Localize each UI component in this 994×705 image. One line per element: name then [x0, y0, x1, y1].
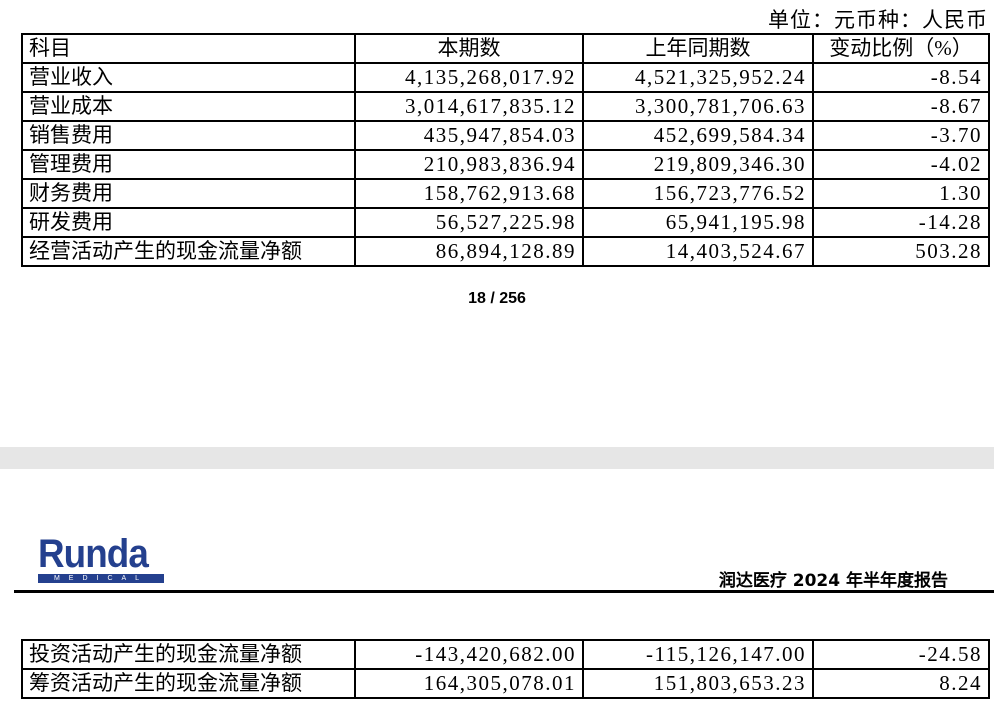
prior-value: 156,723,776.52 — [582, 178, 814, 209]
table-row: 财务费用 158,762,913.68 156,723,776.52 1.30 — [21, 178, 990, 209]
current-value: 3,014,617,835.12 — [354, 91, 584, 122]
item-name: 研发费用 — [21, 207, 356, 238]
runda-logo: Runda MEDICAL — [38, 532, 164, 583]
current-value: -143,420,682.00 — [354, 639, 584, 670]
header-change: 变动比例（%） — [812, 33, 990, 64]
prior-value: 4,521,325,952.24 — [582, 62, 814, 93]
logo-text: Runda — [38, 532, 149, 576]
table-row: 研发费用 56,527,225.98 65,941,195.98 -14.28 — [21, 207, 990, 238]
unit-note: 单位：元币种：人民币 — [768, 8, 988, 32]
logo-subtext: MEDICAL — [38, 574, 164, 583]
page-separator — [0, 447, 994, 469]
prior-value: 3,300,781,706.63 — [582, 91, 814, 122]
page-number: 18 / 256 — [468, 290, 526, 307]
item-name: 经营活动产生的现金流量净额 — [21, 236, 356, 267]
current-value: 56,527,225.98 — [354, 207, 584, 238]
change-percent: 1.30 — [812, 178, 990, 209]
table-row: 投资活动产生的现金流量净额 -143,420,682.00 -115,126,147… — [21, 639, 990, 670]
current-value: 164,305,078.01 — [354, 668, 584, 699]
header-item: 科目 — [21, 33, 356, 64]
header-prior: 上年同期数 — [582, 33, 814, 64]
prior-value: 219,809,346.30 — [582, 149, 814, 180]
prior-value: 65,941,195.98 — [582, 207, 814, 238]
table-row: 经营活动产生的现金流量净额 86,894,128.89 14,403,524.67 5… — [21, 236, 990, 267]
prior-value: 452,699,584.34 — [582, 120, 814, 151]
table-row: 营业收入 4,135,268,017.92 4,521,325,952.24 -8.5… — [21, 62, 990, 93]
prior-value: 151,803,653.23 — [582, 668, 814, 699]
change-percent: 8.24 — [812, 668, 990, 699]
current-value: 4,135,268,017.92 — [354, 62, 584, 93]
table-row: 筹资活动产生的现金流量净额 164,305,078.01 151,803,653.2… — [21, 668, 990, 699]
item-name: 营业收入 — [21, 62, 356, 93]
current-value: 435,947,854.03 — [354, 120, 584, 151]
item-name: 财务费用 — [21, 178, 356, 209]
change-percent: -8.67 — [812, 91, 990, 122]
header-rule — [14, 590, 994, 593]
change-percent: -4.02 — [812, 149, 990, 180]
item-name: 筹资活动产生的现金流量净额 — [21, 668, 356, 699]
change-percent: -24.58 — [812, 639, 990, 670]
page-18: 单位：元币种：人民币 科目 本期数 上年同期数 变动比例（%） 营业收入 4,13… — [21, 8, 990, 307]
change-percent: -3.70 — [812, 120, 990, 151]
financial-table-continued: 投资活动产生的现金流量净额 -143,420,682.00 -115,126,147… — [21, 639, 990, 699]
table-row: 营业成本 3,014,617,835.12 3,300,781,706.63 -8.6… — [21, 91, 990, 122]
current-value: 86,894,128.89 — [354, 236, 584, 267]
change-percent: -14.28 — [812, 207, 990, 238]
prior-value: 14,403,524.67 — [582, 236, 814, 267]
current-value: 210,983,836.94 — [354, 149, 584, 180]
item-name: 销售费用 — [21, 120, 356, 151]
report-title: 润达医疗 2024 年半年度报告 — [718, 571, 948, 591]
header-current: 本期数 — [354, 33, 584, 64]
table-row: 销售费用 435,947,854.03 452,699,584.34 -3.70 — [21, 120, 990, 151]
item-name: 营业成本 — [21, 91, 356, 122]
item-name: 投资活动产生的现金流量净额 — [21, 639, 356, 670]
current-value: 158,762,913.68 — [354, 178, 584, 209]
table-row: 管理费用 210,983,836.94 219,809,346.30 -4.02 — [21, 149, 990, 180]
table-header-row: 科目 本期数 上年同期数 变动比例（%） — [21, 33, 990, 64]
financial-table: 科目 本期数 上年同期数 变动比例（%） 营业收入 4,135,268,017.9… — [21, 33, 990, 267]
item-name: 管理费用 — [21, 149, 356, 180]
prior-value: -115,126,147.00 — [582, 639, 814, 670]
change-percent: -8.54 — [812, 62, 990, 93]
change-percent: 503.28 — [812, 236, 990, 267]
